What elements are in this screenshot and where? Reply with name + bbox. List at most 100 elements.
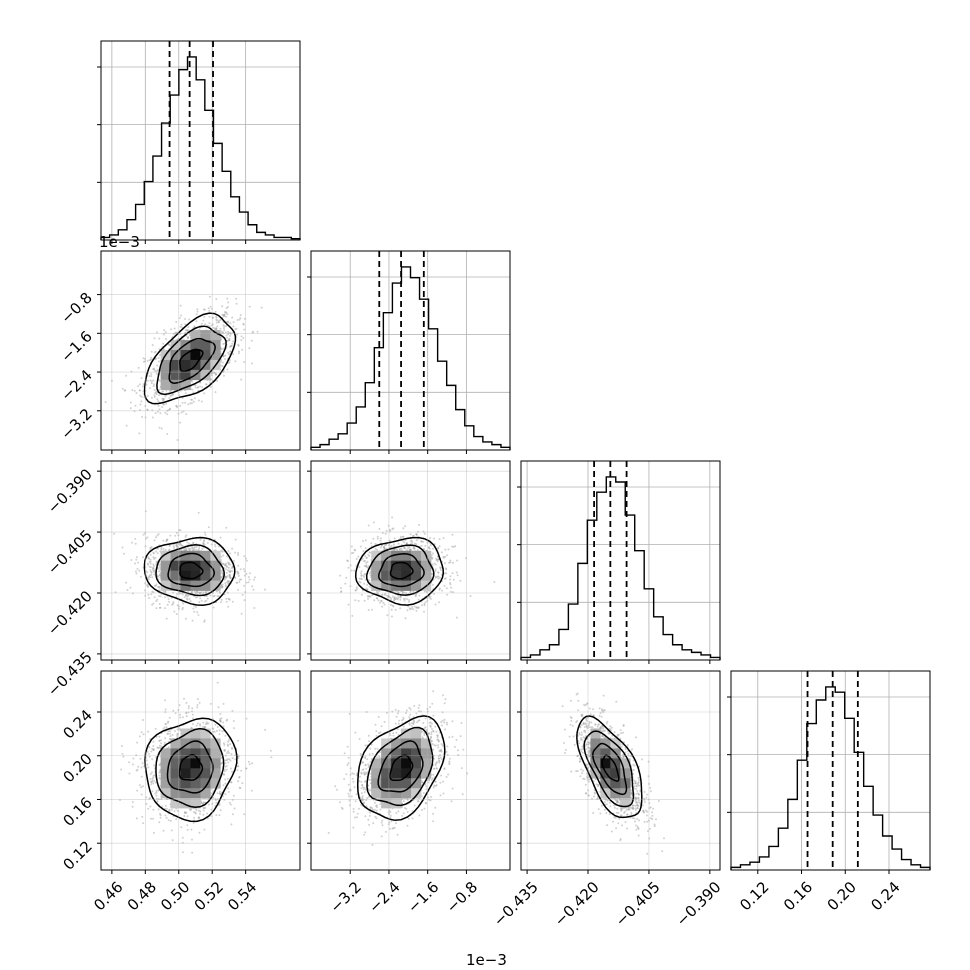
scatter-point xyxy=(362,550,365,553)
scatter-point xyxy=(223,313,226,316)
scatter-point xyxy=(174,730,176,733)
scatter-point xyxy=(208,322,211,325)
scatter-point xyxy=(423,604,426,607)
scatter-point xyxy=(354,599,357,602)
scatter-point xyxy=(363,560,365,563)
scatter-point xyxy=(228,353,231,356)
scatter-point xyxy=(135,556,138,559)
scatter-point xyxy=(168,397,171,400)
scatter-point xyxy=(152,379,155,382)
scatter-point xyxy=(242,337,245,339)
scatter-point xyxy=(215,327,218,330)
scatter-point xyxy=(224,564,227,567)
scatter-point xyxy=(184,392,187,395)
scatter-point xyxy=(391,615,393,618)
scatter-point xyxy=(149,562,152,565)
scatter-point xyxy=(187,336,190,338)
scatter-point xyxy=(169,407,171,410)
scatter-point xyxy=(399,607,402,610)
scatter-point xyxy=(208,381,211,384)
scatter-point xyxy=(149,387,151,390)
scatter-point xyxy=(173,327,176,330)
scatter-point xyxy=(226,718,229,721)
scatter-point xyxy=(213,543,216,546)
scatter-point xyxy=(203,392,206,395)
scatter-point xyxy=(347,566,350,569)
scatter-point xyxy=(188,597,191,600)
scatter-point xyxy=(155,607,158,610)
scatter-point xyxy=(185,413,188,416)
scatter-point xyxy=(133,389,136,392)
scatter-point xyxy=(113,532,116,535)
scatter-point xyxy=(197,399,200,402)
scatter-point xyxy=(196,698,199,701)
scatter-point xyxy=(158,574,161,577)
scatter-point xyxy=(367,524,370,527)
scatter-point xyxy=(156,398,159,401)
scatter-point xyxy=(201,547,204,550)
scatter-point xyxy=(221,305,224,308)
scatter-point xyxy=(157,586,160,588)
scatter-point xyxy=(147,578,150,581)
scatter-point xyxy=(402,527,405,530)
scatter-point xyxy=(193,610,196,613)
scatter-point xyxy=(142,733,145,736)
scatter-point xyxy=(121,752,124,755)
scatter-point xyxy=(157,360,160,363)
scatter-point xyxy=(148,565,151,568)
scatter-point xyxy=(152,782,155,785)
scatter-point xyxy=(164,331,167,334)
scatter-point xyxy=(235,327,238,330)
scatter-point xyxy=(167,408,170,411)
scatter-point xyxy=(386,614,389,617)
scatter-point xyxy=(228,790,230,793)
scatter-point xyxy=(339,574,342,577)
scatter-point xyxy=(444,577,447,580)
scatter-point xyxy=(393,537,396,540)
scatter-point xyxy=(351,614,354,617)
scatter-point xyxy=(181,716,184,719)
scatter-point xyxy=(398,548,401,551)
scatter-point xyxy=(162,342,165,345)
scatter-point xyxy=(164,395,167,398)
scatter-point xyxy=(170,394,173,397)
scatter-point xyxy=(360,570,363,573)
scatter-point xyxy=(428,546,430,549)
scatter-point xyxy=(164,723,167,726)
scatter-point xyxy=(379,601,381,604)
scatter-point xyxy=(224,358,226,360)
scatter-point xyxy=(135,817,138,820)
scatter-point xyxy=(153,780,156,782)
scatter-point xyxy=(154,412,157,415)
scatter-point xyxy=(219,536,222,539)
scatter-point xyxy=(153,337,156,340)
scatter-point xyxy=(213,328,216,330)
scatter-point xyxy=(409,533,412,536)
scatter-point xyxy=(394,608,397,611)
scatter-point xyxy=(179,304,182,307)
scatter-point xyxy=(451,572,454,575)
scatter-point xyxy=(431,547,434,550)
scatter-point xyxy=(152,551,155,554)
scatter-point xyxy=(339,587,342,589)
scatter-point xyxy=(184,318,187,320)
scatter-point xyxy=(469,595,472,597)
scatter-point xyxy=(352,551,355,554)
scatter-point xyxy=(196,310,199,313)
scatter-point xyxy=(145,383,148,386)
scatter-point xyxy=(212,316,215,319)
scatter-point xyxy=(449,590,452,593)
scatter-panel-2-0 xyxy=(97,460,301,664)
density-cell xyxy=(180,570,191,581)
scatter-point xyxy=(150,396,153,399)
scatter-point xyxy=(156,369,159,371)
scatter-point xyxy=(208,315,211,318)
scatter-point xyxy=(196,308,199,311)
scatter-point xyxy=(141,416,144,418)
scatter-point xyxy=(195,320,198,323)
scatter-point xyxy=(165,807,168,810)
scatter-point xyxy=(131,389,134,391)
scatter-point xyxy=(199,597,202,600)
scatter-point xyxy=(393,596,396,599)
scatter-point xyxy=(150,573,153,576)
